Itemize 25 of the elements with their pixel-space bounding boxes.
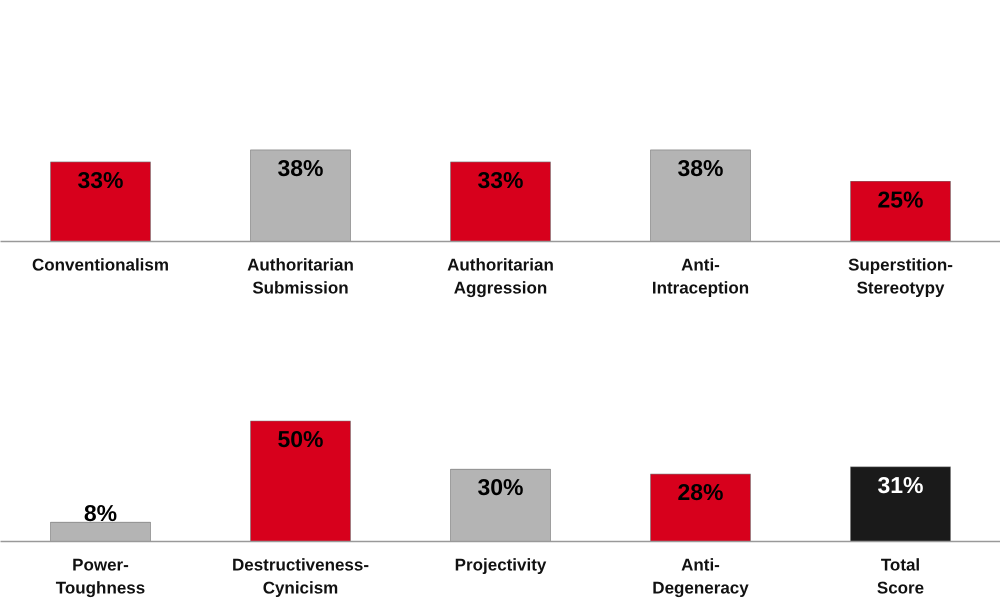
x-tick-label: Total Score (876, 556, 924, 598)
x-tick-label: Authoritarian Aggression (447, 256, 554, 298)
data-label: 30% (477, 474, 524, 500)
data-label: 31% (877, 472, 924, 498)
x-tick-label: Superstition-Stereotypy (848, 256, 953, 298)
x-tick-label: Destructiveness-Cynicism (232, 556, 370, 598)
data-label: 33% (477, 166, 524, 193)
x-tick-label: Anti-Degeneracy (652, 556, 750, 598)
x-tick-label: Conventionalism (32, 256, 169, 274)
x-tick-label: Anti-Intraception (652, 256, 750, 298)
data-label: 25% (877, 186, 924, 212)
x-tick-label: Power-Toughness (56, 556, 146, 598)
data-label: 38% (277, 154, 324, 181)
bar (50, 522, 151, 542)
bar (850, 466, 951, 542)
data-label: 28% (677, 479, 724, 506)
data-label: 8% (84, 500, 118, 526)
data-label: 50% (277, 426, 324, 452)
x-tick-label: Projectivity (454, 556, 547, 574)
x-tick-label: Authoritarian Submission (247, 256, 354, 298)
bar (250, 420, 351, 542)
bar (450, 468, 551, 542)
data-label: 38% (677, 154, 724, 181)
bar (650, 474, 751, 542)
data-label: 33% (77, 166, 124, 193)
